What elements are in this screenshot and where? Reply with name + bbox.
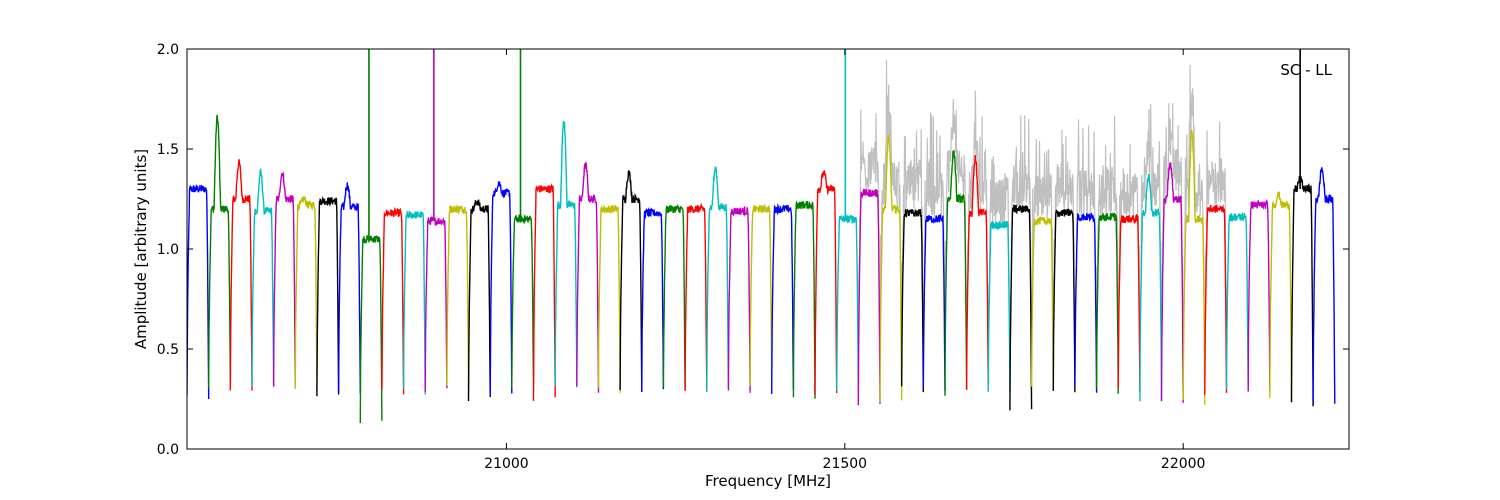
series-line	[272, 171, 296, 387]
background-trace	[1052, 129, 1076, 370]
series-line	[857, 188, 881, 406]
series-line	[1269, 191, 1293, 403]
ticks-layer: 21000 21500 22000 0.0 0.5 1.0 1.5 2.0	[157, 42, 1349, 472]
series-line	[1074, 212, 1098, 393]
background-traces	[857, 59, 1228, 398]
series-line	[1204, 204, 1228, 395]
series-line	[1052, 208, 1076, 393]
series-line	[684, 202, 708, 392]
background-trace	[857, 109, 881, 398]
background-trace	[901, 129, 924, 344]
series-line	[251, 167, 275, 387]
series-line	[1160, 162, 1184, 403]
series-line	[229, 159, 253, 391]
series-line	[359, 235, 383, 424]
series-line	[792, 200, 816, 399]
series-line	[337, 182, 361, 394]
background-trace	[879, 59, 903, 353]
series-line	[836, 214, 859, 392]
background-trace	[1009, 115, 1033, 394]
series-line	[1117, 213, 1141, 393]
series-line	[879, 134, 903, 403]
series-line	[511, 214, 535, 388]
series-line	[381, 206, 405, 395]
series-line	[901, 208, 924, 393]
background-trace	[1074, 119, 1098, 379]
series-layer	[187, 49, 1336, 424]
series-line	[1009, 204, 1033, 411]
y-tick-label: 2.0	[157, 42, 179, 58]
series-line	[1095, 212, 1119, 394]
x-axis-label: Frequency [MHz]	[705, 472, 831, 490]
series-line	[965, 155, 989, 391]
series-line	[727, 205, 751, 393]
y-tick-label: 0.0	[157, 442, 179, 458]
series-line	[1290, 176, 1314, 407]
series-line	[1225, 211, 1249, 392]
series-line	[987, 220, 1011, 393]
series-line	[1139, 173, 1163, 402]
background-trace	[1204, 121, 1228, 387]
background-trace	[944, 99, 968, 357]
plot-background	[187, 49, 1349, 449]
series-line	[1247, 198, 1271, 392]
series-line	[446, 203, 470, 388]
series-line	[576, 162, 600, 393]
background-trace	[1117, 144, 1141, 391]
series-line	[532, 182, 556, 401]
x-tick-label: 21500	[823, 456, 868, 472]
y-axis-label: Amplitude [arbitrary units]	[132, 149, 150, 349]
channel-annotation: SC - LL	[1280, 61, 1332, 79]
series-line	[489, 180, 513, 396]
series-line	[771, 203, 795, 394]
series-line	[467, 199, 491, 402]
series-line	[1182, 128, 1206, 405]
x-tick-label: 21000	[484, 456, 529, 472]
series-line	[597, 205, 621, 393]
series-line	[187, 184, 210, 400]
series-line	[662, 204, 686, 389]
series-line	[554, 120, 578, 388]
series-line	[294, 195, 318, 391]
y-tick-label: 1.5	[157, 142, 179, 158]
background-trace	[966, 90, 989, 353]
y-tick-label: 1.0	[157, 242, 179, 258]
series-line	[424, 215, 448, 392]
x-tick-label: 22000	[1161, 456, 1206, 472]
series-line	[316, 195, 340, 397]
background-trace	[1182, 64, 1206, 388]
series-line	[641, 207, 665, 392]
series-line	[208, 114, 231, 388]
series-line	[922, 213, 946, 391]
background-trace	[1096, 115, 1119, 355]
background-trace	[1031, 139, 1054, 377]
series-line	[706, 166, 730, 393]
series-line	[1030, 216, 1054, 390]
series-line	[944, 149, 968, 396]
series-line	[402, 211, 426, 395]
background-trace	[987, 155, 1011, 388]
series-line	[619, 170, 643, 393]
background-trace	[922, 112, 946, 389]
series-line	[749, 204, 773, 387]
series-line	[1312, 167, 1336, 404]
background-trace	[1139, 103, 1163, 375]
series-line	[814, 170, 838, 395]
y-tick-label: 0.5	[157, 342, 179, 358]
